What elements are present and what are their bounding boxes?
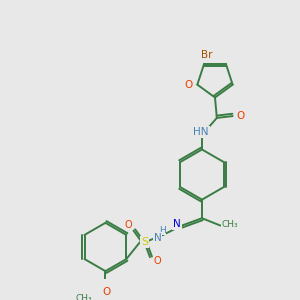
Text: S: S	[141, 237, 148, 247]
Text: O: O	[125, 220, 133, 230]
Text: CH₃: CH₃	[76, 295, 92, 300]
Text: Br: Br	[201, 50, 213, 60]
Text: N: N	[154, 233, 161, 243]
Text: O: O	[102, 287, 110, 298]
Text: O: O	[154, 256, 161, 266]
Text: N: N	[173, 219, 181, 229]
Text: O: O	[236, 111, 244, 121]
Text: HN: HN	[193, 127, 209, 137]
Text: CH₃: CH₃	[221, 220, 238, 229]
Text: O: O	[184, 80, 192, 90]
Text: H: H	[159, 226, 165, 235]
